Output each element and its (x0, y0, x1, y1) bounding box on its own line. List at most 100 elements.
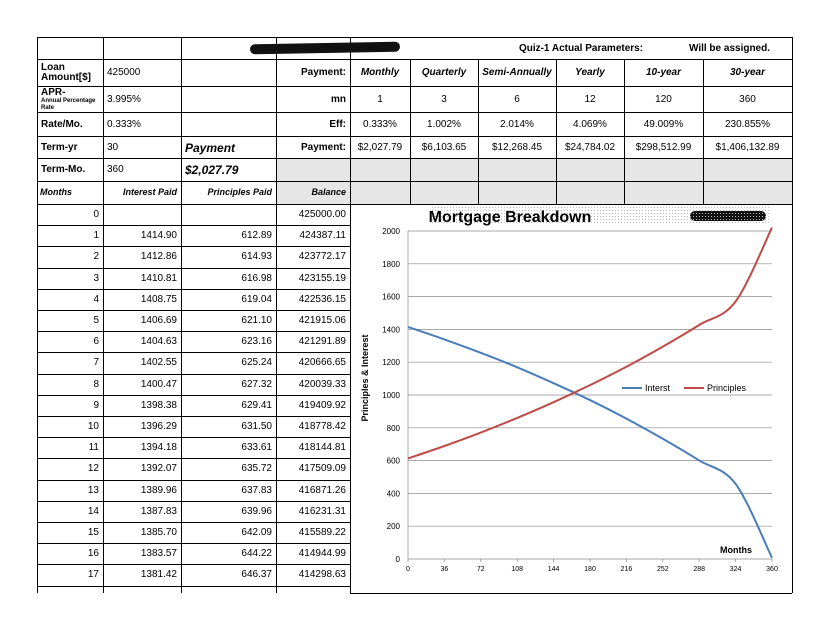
compare-payment[interactable]: $2,027.79 (357, 141, 403, 153)
schedule-cell[interactable]: 631.50 (241, 420, 272, 432)
schedule-cell[interactable]: 1414.90 (140, 229, 177, 241)
quiz-title[interactable]: Quiz-1 Actual Parameters: (518, 43, 644, 54)
compare-eff[interactable]: 0.333% (363, 118, 397, 130)
compare-payment[interactable]: $298,512.99 (635, 141, 692, 153)
schedule-cell[interactable]: 1381.42 (140, 568, 177, 580)
loan-value[interactable]: 425000 (107, 67, 141, 78)
schedule-cell[interactable]: 614.93 (241, 250, 272, 262)
schedule-cell[interactable]: 623.16 (241, 335, 272, 347)
schedule-cell[interactable]: 1389.96 (140, 484, 177, 496)
compare-mn[interactable]: 360 (739, 93, 756, 105)
compare-payment[interactable]: $1,406,132.89 (715, 141, 780, 153)
schedule-cell[interactable]: 3 (93, 272, 99, 284)
schedule-cell[interactable]: 644.22 (241, 547, 272, 559)
schedule-cell[interactable]: 627.32 (241, 378, 272, 390)
compare-mn[interactable]: 3 (441, 93, 447, 105)
schedule-header[interactable]: Months (40, 186, 72, 197)
schedule-cell[interactable]: 423155.19 (298, 272, 346, 284)
schedule-cell[interactable]: 1398.38 (140, 399, 177, 411)
schedule-cell[interactable]: 0 (93, 208, 99, 220)
schedule-cell[interactable]: 619.04 (241, 293, 272, 305)
compare-header[interactable]: 30-year (729, 66, 766, 78)
compare-eff[interactable]: 2.014% (500, 118, 534, 130)
schedule-cell[interactable]: 419409.92 (298, 399, 346, 411)
compare-mn[interactable]: 6 (514, 93, 520, 105)
schedule-cell[interactable]: 625.24 (241, 356, 272, 368)
schedule-cell[interactable]: 621.10 (241, 314, 272, 326)
schedule-cell[interactable]: 639.96 (241, 505, 272, 517)
schedule-cell[interactable]: 1385.70 (140, 526, 177, 538)
apr-value[interactable]: 3.995% (107, 93, 141, 105)
schedule-cell[interactable]: 5 (93, 314, 99, 326)
compare-eff[interactable]: 1.002% (427, 118, 461, 130)
schedule-cell[interactable]: 1 (93, 229, 99, 241)
schedule-cell[interactable]: 1404.63 (140, 335, 177, 347)
schedule-cell[interactable]: 633.61 (241, 441, 272, 453)
compare-row-label[interactable]: Eff: (329, 118, 346, 130)
compare-row-label[interactable]: mn (331, 93, 346, 105)
schedule-cell[interactable]: 1392.07 (140, 462, 177, 474)
apr-label[interactable]: APR- Annual Percentage Rate (38, 87, 103, 112)
schedule-cell[interactable]: 16 (87, 547, 99, 559)
schedule-cell[interactable]: 642.09 (241, 526, 272, 538)
schedule-cell[interactable]: 423772.17 (298, 250, 346, 262)
schedule-cell[interactable]: 8 (93, 378, 99, 390)
loan-label[interactable]: Loan Amount[$] (41, 61, 91, 83)
schedule-cell[interactable]: 13 (87, 484, 99, 496)
schedule-cell[interactable]: 1400.47 (140, 378, 177, 390)
schedule-cell[interactable]: 12 (87, 462, 99, 474)
termmo-label[interactable]: Term-Mo. (41, 164, 86, 175)
termyr-label[interactable]: Term-yr (41, 141, 78, 153)
payment-label[interactable]: Payment (185, 140, 236, 155)
schedule-cell[interactable]: 414944.99 (298, 547, 346, 559)
schedule-cell[interactable]: 635.72 (241, 462, 272, 474)
rate-label[interactable]: Rate/Mo. (41, 118, 83, 130)
compare-row-label[interactable]: Payment: (300, 141, 346, 153)
schedule-header[interactable]: Principles Paid (207, 186, 272, 197)
compare-header[interactable]: Quarterly (421, 66, 467, 78)
schedule-header[interactable]: Balance (311, 186, 346, 197)
schedule-cell[interactable]: 421915.06 (298, 314, 346, 326)
compare-eff[interactable]: 230.855% (724, 118, 771, 130)
schedule-cell[interactable]: 612.89 (241, 229, 272, 241)
schedule-cell[interactable]: 425000.00 (298, 208, 346, 220)
compare-eff[interactable]: 4.069% (573, 118, 607, 130)
schedule-cell[interactable]: 1394.18 (140, 441, 177, 453)
schedule-cell[interactable]: 1410.81 (140, 272, 177, 284)
compare-payment[interactable]: $24,784.02 (564, 141, 616, 153)
schedule-cell[interactable]: 9 (93, 399, 99, 411)
compare-mn[interactable]: 1 (377, 93, 383, 105)
schedule-cell[interactable]: 14 (87, 505, 99, 517)
schedule-cell[interactable]: 418144.81 (298, 441, 346, 453)
payment-value[interactable]: $2,027.79 (185, 163, 239, 177)
schedule-cell[interactable]: 416871.26 (298, 484, 346, 496)
schedule-cell[interactable]: 17 (87, 568, 99, 580)
schedule-cell[interactable]: 1383.57 (140, 547, 177, 559)
schedule-cell[interactable]: 424387.11 (299, 229, 346, 241)
termyr-value[interactable]: 30 (107, 141, 119, 153)
compare-header[interactable]: Yearly (575, 66, 605, 78)
schedule-cell[interactable]: 637.83 (241, 484, 272, 496)
schedule-cell[interactable]: 15 (87, 526, 99, 538)
schedule-cell[interactable]: 417509.09 (298, 462, 346, 474)
schedule-cell[interactable]: 418778.42 (298, 420, 346, 432)
schedule-cell[interactable]: 1408.75 (140, 293, 177, 305)
schedule-header[interactable]: Interest Paid (122, 186, 177, 197)
compare-mn[interactable]: 120 (655, 93, 672, 105)
schedule-cell[interactable]: 6 (93, 335, 99, 347)
schedule-cell[interactable]: 420039.33 (298, 378, 346, 390)
compare-header[interactable]: Semi-Annually (482, 66, 552, 78)
compare-eff[interactable]: 49.009% (643, 118, 684, 130)
schedule-cell[interactable]: 1387.83 (140, 505, 177, 517)
schedule-cell[interactable]: 1406.69 (140, 314, 177, 326)
schedule-cell[interactable]: 7 (93, 356, 99, 368)
compare-mn[interactable]: 12 (584, 93, 596, 105)
schedule-cell[interactable]: 616.98 (241, 272, 272, 284)
compare-payment[interactable]: $6,103.65 (421, 141, 467, 153)
schedule-cell[interactable]: 421291.89 (298, 335, 346, 347)
schedule-cell[interactable]: 420666.65 (298, 356, 346, 368)
schedule-cell[interactable]: 1412.86 (140, 250, 177, 262)
schedule-cell[interactable]: 422536.15 (298, 293, 346, 305)
schedule-cell[interactable]: 1402.55 (140, 356, 177, 368)
rate-value[interactable]: 0.333% (107, 118, 141, 130)
